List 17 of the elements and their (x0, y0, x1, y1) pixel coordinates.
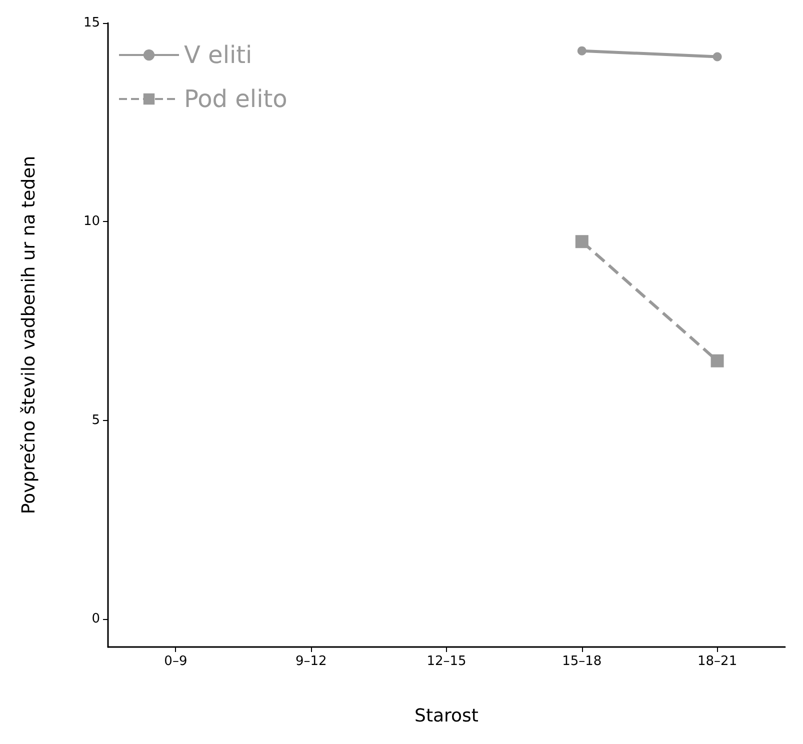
y-tick-label: 10 (83, 214, 100, 230)
y-tick-label: 0 (92, 612, 100, 627)
x-tick-label: 0–9 (164, 654, 188, 669)
legend-label: Pod elito (184, 85, 288, 113)
x-tick-label: 15–18 (562, 654, 602, 669)
point (710, 354, 724, 368)
y-axis-title: Povprečno število vadbenih ur na teden (18, 156, 40, 514)
y-tick-label: 15 (83, 16, 100, 30)
x-axis-title: Starost (414, 706, 478, 726)
x-tick-label: 18–21 (698, 654, 738, 669)
y-tick-label: 5 (92, 412, 100, 428)
point (712, 52, 722, 62)
x-tick-label: 9–12 (295, 654, 327, 669)
x-tick-label: 12–15 (426, 654, 466, 669)
point (577, 46, 586, 56)
point (575, 235, 588, 248)
legend-label: V eliti (184, 41, 252, 69)
